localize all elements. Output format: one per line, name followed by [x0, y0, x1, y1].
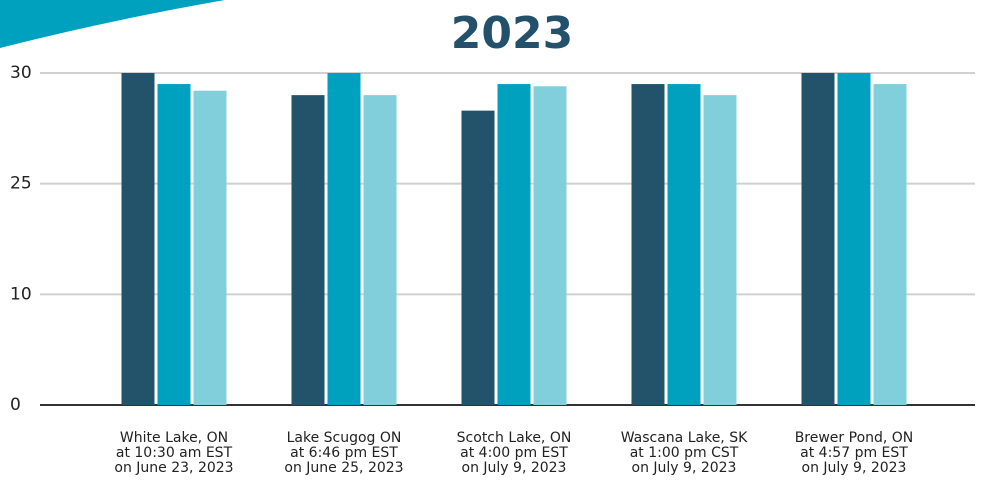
bar — [873, 84, 907, 406]
x-tick-label-line: White Lake, ON — [120, 430, 228, 446]
bar — [121, 73, 155, 405]
x-tick-label: Brewer Pond, ON at 4:57 pm EST on July 9, … — [795, 430, 914, 476]
x-tick-label-line: at 6:46 pm EST — [290, 445, 398, 461]
x-tick-label: White Lake, ON at 10:30 am EST on June 23,… — [114, 430, 233, 476]
chart-title: 2023 — [451, 8, 573, 59]
x-tick-label-line: at 1:00 pm CST — [630, 445, 739, 461]
x-tick-label-line: on June 25, 2023 — [284, 460, 403, 476]
x-tick-label-line: on July 9, 2023 — [462, 460, 567, 476]
decorative-swoosh — [0, 0, 225, 48]
bar — [497, 84, 531, 406]
bar — [193, 90, 227, 405]
x-tick-label-line: Lake Scugog ON — [287, 430, 402, 446]
x-tick-label-line: on July 9, 2023 — [632, 460, 737, 476]
x-tick-label: Lake Scugog ON at 6:46 pm EST on June 25, … — [284, 430, 403, 476]
bar — [533, 86, 567, 405]
bar — [327, 73, 361, 405]
x-tick-label-line: Brewer Pond, ON — [795, 430, 914, 446]
x-tick-label: Wascana Lake, SK at 1:00 pm CST on July 9,… — [621, 430, 748, 476]
x-tick-label-line: at 4:57 pm EST — [800, 445, 908, 461]
x-tick-label-line: on June 23, 2023 — [114, 460, 233, 476]
bar — [363, 95, 397, 405]
bar — [837, 73, 871, 405]
x-tick-label-line: on July 9, 2023 — [802, 460, 907, 476]
y-tick-label: 0 — [10, 395, 21, 415]
y-tick-label: 25 — [10, 174, 32, 194]
x-tick-label-line: Wascana Lake, SK — [621, 430, 748, 446]
bar — [667, 84, 701, 406]
bar — [291, 95, 325, 405]
bar — [461, 110, 495, 406]
y-tick-label: 10 — [10, 284, 32, 304]
bar — [631, 84, 665, 406]
bar — [157, 84, 191, 406]
y-tick-label: 30 — [10, 63, 32, 83]
x-tick-label: Scotch Lake, ON at 4:00 pm EST on July 9, … — [457, 430, 572, 476]
x-tick-label-line: Scotch Lake, ON — [457, 430, 572, 446]
x-tick-label-line: at 10:30 am EST — [116, 445, 233, 461]
bar — [801, 73, 835, 405]
bar — [703, 95, 737, 405]
x-tick-label-line: at 4:00 pm EST — [460, 445, 568, 461]
